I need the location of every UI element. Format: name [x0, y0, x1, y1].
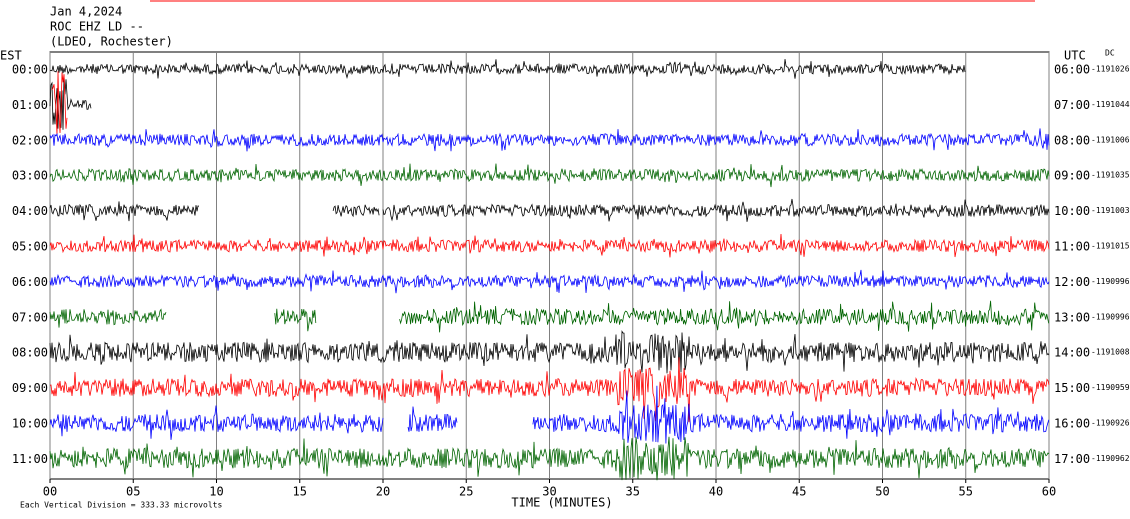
dc-value: -1191006	[1091, 135, 1130, 144]
trace	[49, 308, 167, 328]
x-tick-label: 20	[376, 485, 390, 499]
dc-label: DC	[1105, 49, 1115, 58]
title-line: (LDEO, Rochester)	[50, 35, 173, 49]
row-label-left: 02:00	[12, 133, 48, 147]
row-label-right: 13:00	[1054, 310, 1090, 324]
row-label-right: 09:00	[1054, 169, 1090, 183]
left-axis-label: EST	[0, 49, 22, 63]
row-label-right: 16:00	[1054, 417, 1090, 431]
trace	[49, 357, 1050, 423]
trace	[399, 300, 1050, 333]
dc-value: -1190926	[1091, 419, 1130, 428]
dc-value: -1190959	[1091, 383, 1130, 392]
row-label-right: 15:00	[1054, 381, 1090, 395]
x-tick-label: 60	[1042, 485, 1056, 499]
trace	[49, 163, 1050, 188]
trace	[49, 330, 1050, 374]
row-label-left: 11:00	[12, 452, 48, 466]
dc-value: -1191003	[1091, 206, 1130, 215]
trace	[49, 128, 1050, 152]
row-label-right: 08:00	[1054, 133, 1090, 147]
dc-value: -1191015	[1091, 242, 1130, 251]
trace	[49, 233, 1050, 258]
row-label-left: 05:00	[12, 240, 48, 254]
row-label-right: 10:00	[1054, 204, 1090, 218]
x-tick-label: 10	[209, 485, 223, 499]
x-tick-label: 30	[542, 485, 556, 499]
row-label-right: 14:00	[1054, 346, 1090, 360]
trace	[49, 436, 1050, 481]
dc-value: -1191026	[1091, 65, 1130, 74]
x-tick-label: 35	[626, 485, 640, 499]
row-label-left: 08:00	[12, 346, 48, 360]
trace	[49, 405, 384, 440]
row-label-left: 07:00	[12, 310, 48, 324]
trace-burst	[51, 71, 68, 136]
scale-note: Each Vertical Division = 333.33 microvol…	[20, 501, 222, 510]
dc-value: -1191044	[1091, 100, 1130, 109]
trace	[532, 385, 1050, 444]
trace	[49, 75, 92, 130]
row-label-left: 01:00	[12, 98, 48, 112]
trace	[274, 308, 317, 332]
title-line: Jan 4,2024	[50, 5, 122, 19]
dc-value: -1191035	[1091, 171, 1130, 180]
dc-value: -1191008	[1091, 348, 1130, 357]
row-label-left: 00:00	[12, 63, 48, 77]
x-tick-label: 00	[43, 485, 57, 499]
row-label-right: 17:00	[1054, 452, 1090, 466]
trace	[382, 198, 1050, 222]
trace	[49, 59, 966, 80]
x-axis-label: TIME (MINUTES)	[511, 496, 612, 510]
trace	[332, 204, 380, 218]
title-line: ROC EHZ LD --	[50, 20, 144, 34]
x-tick-label: 40	[709, 485, 723, 499]
dc-value: -1190962	[1091, 454, 1130, 463]
row-label-right: 11:00	[1054, 240, 1090, 254]
trace	[49, 269, 1050, 294]
row-label-left: 09:00	[12, 381, 48, 395]
trace	[407, 406, 458, 432]
row-label-left: 06:00	[12, 275, 48, 289]
row-label-left: 04:00	[12, 204, 48, 218]
dc-value: -1190996	[1091, 312, 1130, 321]
row-label-left: 10:00	[12, 417, 48, 431]
row-label-right: 12:00	[1054, 275, 1090, 289]
x-tick-label: 45	[792, 485, 806, 499]
trace	[49, 201, 200, 222]
x-tick-label: 50	[875, 485, 889, 499]
x-tick-label: 15	[293, 485, 307, 499]
x-tick-label: 55	[959, 485, 973, 499]
row-label-left: 03:00	[12, 169, 48, 183]
row-label-right: 06:00	[1054, 63, 1090, 77]
x-tick-label: 05	[126, 485, 140, 499]
x-tick-label: 25	[459, 485, 473, 499]
right-axis-label: UTC	[1064, 49, 1086, 63]
dc-value: -1190996	[1091, 277, 1130, 286]
row-label-right: 07:00	[1054, 98, 1090, 112]
